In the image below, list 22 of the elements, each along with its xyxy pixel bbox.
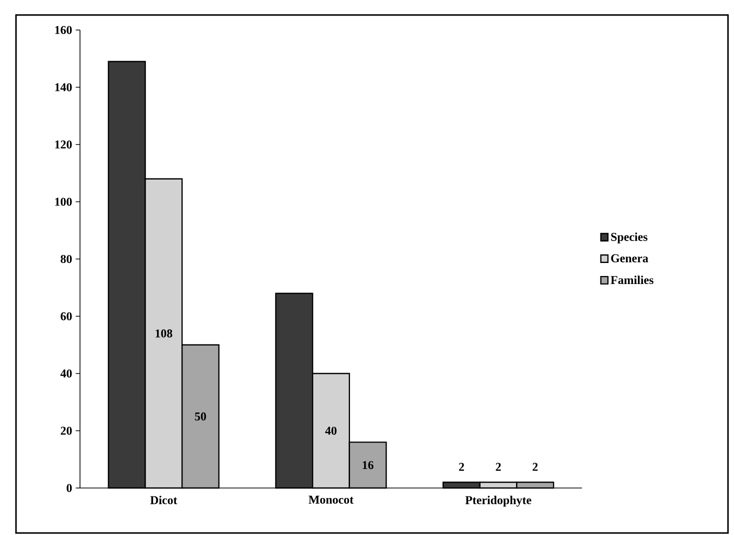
data-label: 2 <box>496 462 501 471</box>
y-tick-label: 20 <box>60 426 72 435</box>
legend-label: Families <box>610 276 654 284</box>
y-tick-label: 140 <box>55 83 72 92</box>
data-label: 108 <box>156 329 172 338</box>
y-tick-label: 100 <box>55 198 72 206</box>
y-tick-label: 160 <box>55 26 72 34</box>
y-tick-label: 80 <box>60 254 72 264</box>
y-tick-label: 40 <box>60 369 72 378</box>
data-label: 16 <box>362 461 374 470</box>
y-tick-label: 120 <box>55 140 72 149</box>
x-tick-label: Dicot <box>150 496 178 504</box>
data-label: 50 <box>194 412 206 420</box>
data-label: 2 <box>532 462 538 471</box>
y-tick-label: 60 <box>60 312 72 320</box>
legend-label: Genera <box>611 254 648 262</box>
x-tick-label: Monocot <box>308 496 354 504</box>
legend-label: Species <box>611 232 648 244</box>
y-tick-label: 0 <box>66 484 72 492</box>
data-label: 2 <box>459 462 464 471</box>
data-label: 40 <box>325 426 337 435</box>
x-tick-label: Pteridophyte <box>465 496 532 507</box>
